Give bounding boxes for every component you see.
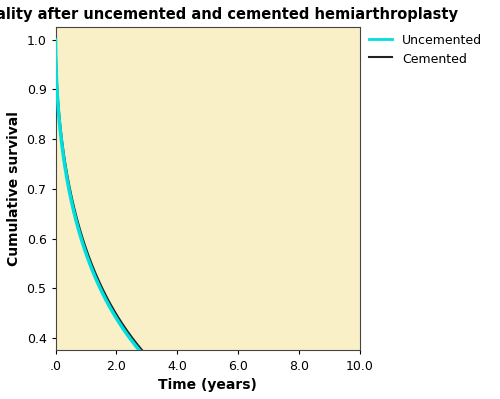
Title: Mortality after uncemented and cemented hemiarthroplasty: Mortality after uncemented and cemented …	[0, 7, 458, 22]
Legend: Uncemented, Cemented: Uncemented, Cemented	[370, 34, 482, 66]
Y-axis label: Cumulative survival: Cumulative survival	[7, 111, 21, 266]
X-axis label: Time (years): Time (years)	[158, 378, 257, 392]
